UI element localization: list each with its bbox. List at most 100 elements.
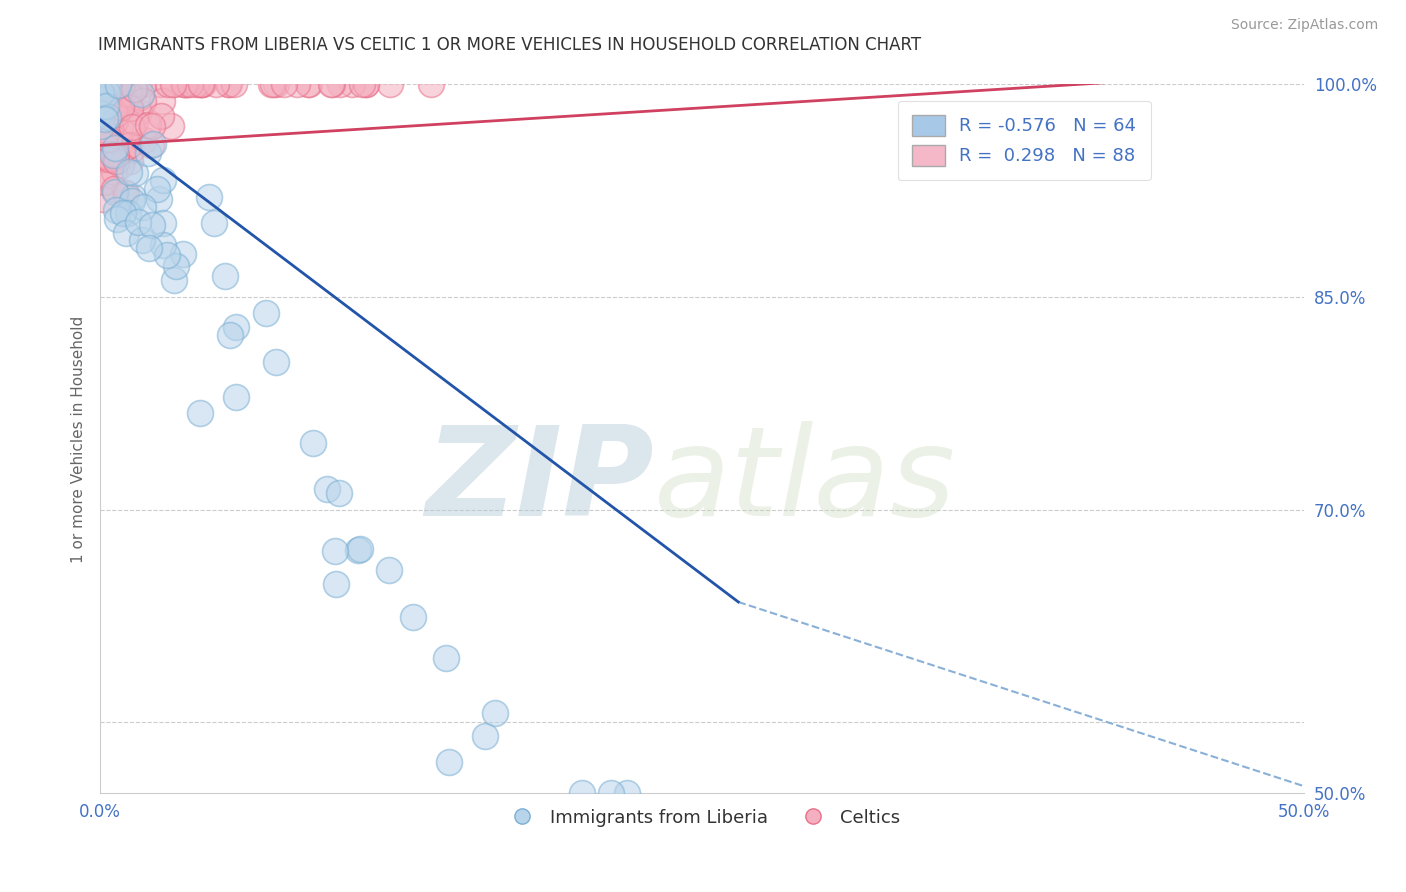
Point xyxy=(191,78,214,92)
Point xyxy=(94,112,117,126)
Point xyxy=(329,78,352,92)
Point xyxy=(165,259,187,273)
Point xyxy=(571,786,593,800)
Point xyxy=(105,212,128,227)
Point xyxy=(128,104,150,119)
Point xyxy=(262,78,284,92)
Point xyxy=(264,78,287,92)
Point xyxy=(302,436,325,450)
Point xyxy=(97,103,120,117)
Point xyxy=(107,78,129,93)
Point xyxy=(260,78,283,92)
Point xyxy=(138,241,160,255)
Legend: Immigrants from Liberia, Celtics: Immigrants from Liberia, Celtics xyxy=(498,802,907,834)
Point xyxy=(105,203,128,218)
Point xyxy=(136,118,159,132)
Point xyxy=(148,192,170,206)
Point xyxy=(190,78,212,92)
Point xyxy=(214,269,236,284)
Point xyxy=(149,78,172,92)
Point xyxy=(132,133,155,147)
Point xyxy=(176,78,198,92)
Point xyxy=(172,247,194,261)
Point xyxy=(120,143,142,157)
Point xyxy=(121,194,143,208)
Point xyxy=(90,81,112,95)
Y-axis label: 1 or more Vehicles in Household: 1 or more Vehicles in Household xyxy=(72,315,86,563)
Point xyxy=(124,115,146,129)
Point xyxy=(179,78,201,92)
Point xyxy=(156,248,179,262)
Point xyxy=(349,542,371,557)
Point xyxy=(97,152,120,166)
Point xyxy=(100,136,122,150)
Point xyxy=(138,145,160,160)
Point xyxy=(173,78,195,92)
Point xyxy=(131,200,153,214)
Point xyxy=(104,107,127,121)
Point xyxy=(347,543,370,558)
Point xyxy=(89,152,111,166)
Point xyxy=(122,190,145,204)
Point xyxy=(105,148,128,162)
Point xyxy=(101,103,124,118)
Point xyxy=(141,218,163,232)
Point xyxy=(298,78,321,92)
Point xyxy=(219,328,242,343)
Point xyxy=(484,706,506,720)
Point xyxy=(254,306,277,320)
Point xyxy=(323,544,346,558)
Point xyxy=(439,755,461,769)
Point xyxy=(91,192,114,206)
Point xyxy=(163,78,186,92)
Point xyxy=(118,153,141,168)
Point xyxy=(315,482,337,496)
Point xyxy=(122,82,145,96)
Point xyxy=(378,78,401,92)
Point xyxy=(101,86,124,100)
Point xyxy=(190,78,212,92)
Point xyxy=(328,485,350,500)
Point xyxy=(217,78,239,92)
Point xyxy=(104,141,127,155)
Point xyxy=(297,78,319,92)
Point xyxy=(128,78,150,92)
Point xyxy=(117,206,139,220)
Point xyxy=(93,148,115,162)
Point xyxy=(100,147,122,161)
Point xyxy=(118,165,141,179)
Point xyxy=(98,132,121,146)
Point xyxy=(225,390,247,404)
Point xyxy=(111,78,134,92)
Point xyxy=(110,157,132,171)
Point xyxy=(474,729,496,743)
Point xyxy=(93,106,115,120)
Point xyxy=(285,78,308,92)
Point xyxy=(90,86,112,100)
Point xyxy=(321,78,343,92)
Point xyxy=(118,138,141,153)
Point xyxy=(264,355,287,369)
Point xyxy=(356,78,378,92)
Point xyxy=(97,110,120,124)
Point xyxy=(117,139,139,153)
Point xyxy=(118,78,141,92)
Point xyxy=(420,78,443,92)
Point xyxy=(121,120,143,134)
Point xyxy=(117,95,139,110)
Point xyxy=(139,137,162,152)
Point xyxy=(600,786,623,800)
Point xyxy=(90,93,112,107)
Point xyxy=(97,150,120,164)
Point xyxy=(188,406,211,420)
Point xyxy=(149,109,172,123)
Point xyxy=(132,78,155,92)
Point xyxy=(103,182,125,196)
Point xyxy=(146,182,169,196)
Point xyxy=(225,319,247,334)
Text: Source: ZipAtlas.com: Source: ZipAtlas.com xyxy=(1230,18,1378,32)
Point xyxy=(108,120,131,134)
Point xyxy=(94,118,117,132)
Point xyxy=(159,119,181,133)
Point xyxy=(321,78,343,92)
